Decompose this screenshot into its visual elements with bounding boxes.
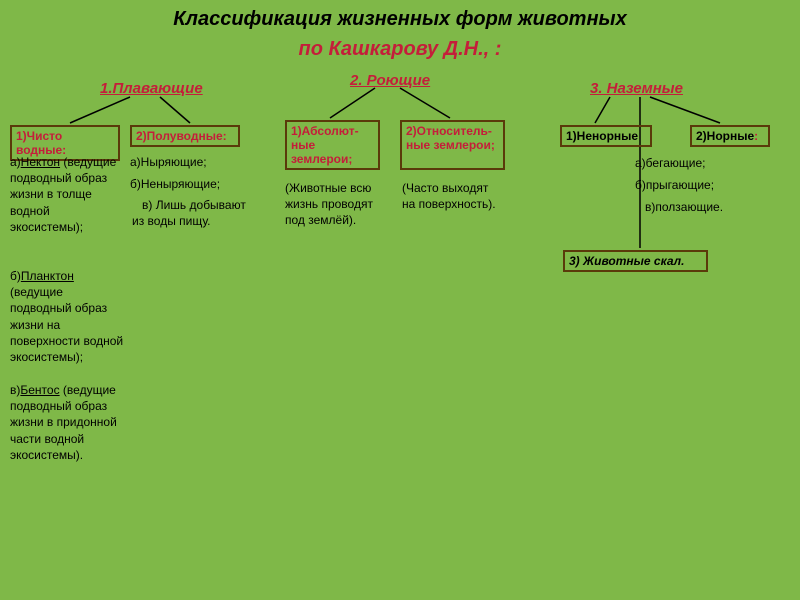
col-e-crawling: в)ползающие.: [635, 199, 755, 215]
col-b-diving: а)Ныряющие;: [130, 154, 250, 170]
category-3: 3. Наземные: [590, 80, 683, 97]
title-line-2: по Кашкарову Д.Н., :: [0, 38, 800, 61]
box-relative-digger: 2)Относитель-ные землерои;: [400, 120, 505, 170]
box-burrow: 2)Норные:: [690, 125, 770, 147]
category-1: 1.Плавающие: [100, 80, 203, 97]
box-absolute-digger: 1)Абсолют-ные землерои;: [285, 120, 380, 170]
col-a-b-label: б): [10, 269, 21, 283]
category-2: 2. Роющие: [350, 72, 430, 89]
col-d-surface: (Часто выходят на поверхность).: [402, 180, 502, 212]
col-b-non-diving: б)Неныряющие;: [130, 176, 250, 192]
col-a-b-underline: Планктон: [21, 269, 74, 283]
col-e-running: а)бегающие;: [635, 155, 755, 171]
title-line-1: Классификация жизненных форм животных: [0, 8, 800, 31]
col-a-bentos: в)Бентос (ведущие подводный образ жизни …: [10, 382, 125, 463]
col-a-a-label: а): [10, 155, 21, 169]
col-a-v-label: в): [10, 383, 20, 397]
box-semi-aquatic: 2)Полуводные:: [130, 125, 240, 147]
col-a-plankton: б)Планктон (ведущие подводный образ жизн…: [10, 268, 125, 365]
col-a-nekton: а)Нектон (ведущие подводный образ жизни …: [10, 154, 125, 235]
col-c-underground: (Животные всю жизнь проводят под землёй)…: [285, 180, 385, 229]
box-burrow-colon: :: [754, 129, 758, 143]
col-a-b-rest: (ведущие подводный образ жизни на поверх…: [10, 285, 123, 364]
box-rock-animals: 3) Животные скал.: [563, 250, 708, 272]
col-a-v-underline: Бентос: [20, 383, 59, 397]
col-b-fetch-food: в) Лишь добывают из воды пищу.: [132, 197, 247, 229]
col-e-jumping: б)прыгающие;: [635, 177, 755, 193]
box-non-burrow: 1)Ненорные: [560, 125, 652, 147]
box-burrow-label: 2)Норные: [696, 129, 754, 143]
col-a-a-underline: Нектон: [21, 155, 60, 169]
